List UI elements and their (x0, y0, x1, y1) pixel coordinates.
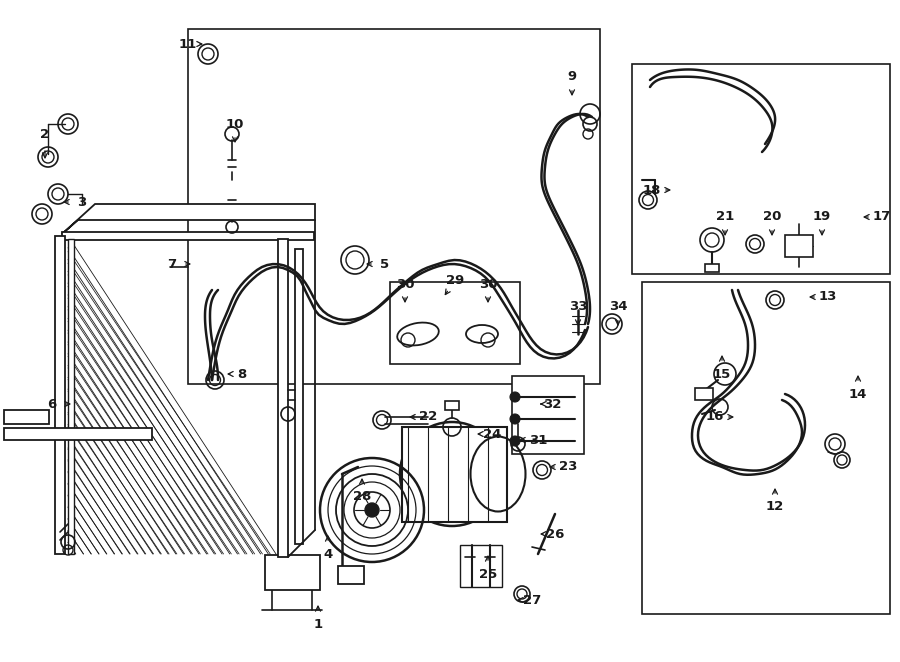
Bar (265, 555, 320, 590)
Bar (55, 236, 65, 554)
Circle shape (510, 414, 520, 424)
Bar (4, 428, 152, 440)
Text: 1: 1 (313, 618, 322, 630)
Text: 33: 33 (569, 301, 587, 314)
Text: 32: 32 (543, 397, 562, 410)
Bar (512, 376, 584, 454)
Text: 12: 12 (766, 500, 784, 514)
Text: 3: 3 (77, 195, 86, 209)
Text: 30: 30 (396, 277, 414, 291)
Bar (68, 239, 74, 554)
Text: 24: 24 (482, 428, 501, 440)
Text: 15: 15 (713, 367, 731, 381)
Text: 11: 11 (179, 38, 197, 50)
Bar (695, 388, 713, 400)
Bar (445, 401, 459, 410)
Text: 5: 5 (381, 258, 390, 271)
Bar (402, 427, 507, 522)
Text: 25: 25 (479, 567, 497, 581)
Text: 18: 18 (643, 183, 662, 197)
Circle shape (510, 436, 520, 446)
Bar (4, 410, 49, 424)
Text: 16: 16 (706, 410, 724, 424)
Text: 2: 2 (40, 128, 50, 140)
Text: 20: 20 (763, 211, 781, 224)
Text: 31: 31 (529, 434, 547, 446)
Circle shape (510, 392, 520, 402)
Text: 22: 22 (418, 410, 437, 424)
Text: 10: 10 (226, 117, 244, 130)
Bar (785, 235, 813, 257)
Bar (705, 264, 719, 272)
Text: 4: 4 (323, 547, 333, 561)
Bar (188, 29, 600, 384)
Text: 9: 9 (567, 70, 577, 83)
Text: 7: 7 (167, 258, 176, 271)
Bar (62, 232, 314, 240)
Text: 34: 34 (608, 301, 627, 314)
Bar (390, 282, 520, 364)
Text: 28: 28 (353, 491, 371, 504)
Text: 26: 26 (545, 528, 564, 540)
Bar (632, 64, 890, 274)
Text: 19: 19 (813, 211, 831, 224)
Text: 14: 14 (849, 387, 868, 401)
Text: 27: 27 (523, 594, 541, 606)
Text: 21: 21 (716, 211, 734, 224)
Text: 30: 30 (479, 277, 497, 291)
Bar (295, 249, 303, 544)
Text: 23: 23 (559, 461, 577, 473)
Bar (460, 545, 502, 587)
Text: 17: 17 (873, 211, 891, 224)
Bar (278, 239, 288, 557)
Bar (338, 566, 364, 584)
Text: 29: 29 (446, 273, 464, 287)
Polygon shape (62, 204, 315, 234)
Text: 6: 6 (48, 397, 57, 410)
Text: 13: 13 (819, 291, 837, 303)
Circle shape (365, 503, 379, 517)
Bar (642, 282, 890, 614)
Text: 8: 8 (238, 367, 247, 381)
